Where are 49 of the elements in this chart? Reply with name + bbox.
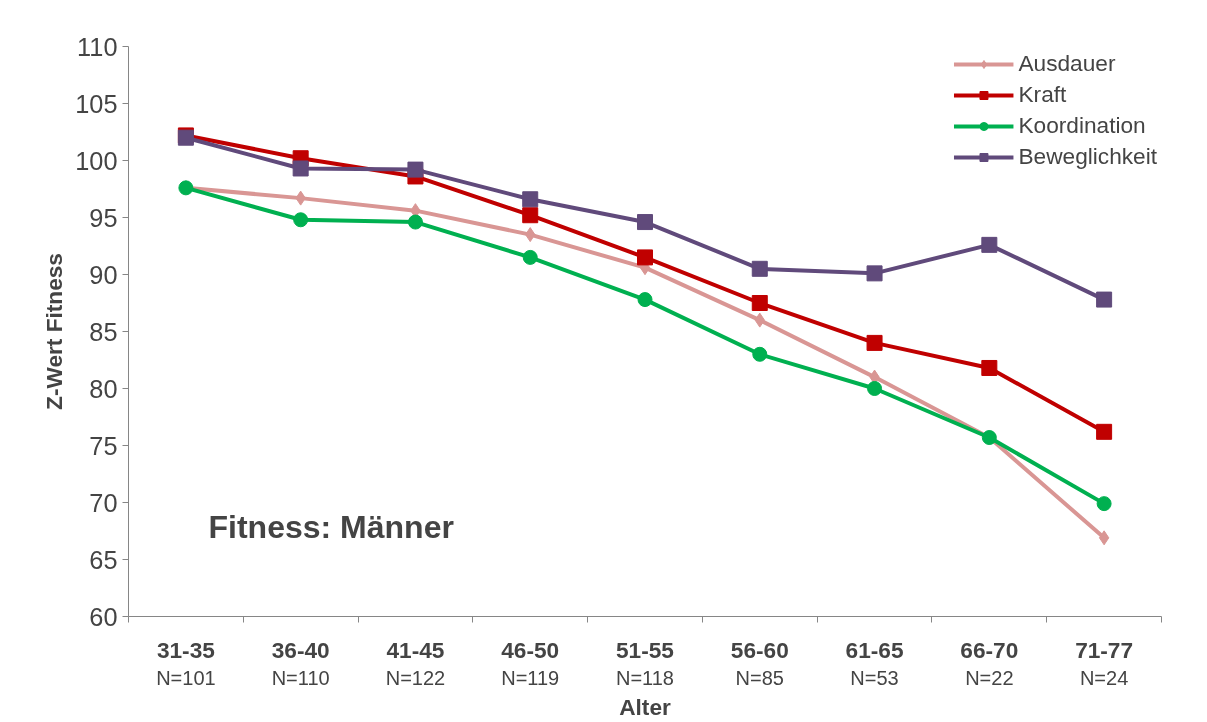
point [866, 265, 883, 282]
point [751, 295, 768, 311]
point [1096, 423, 1113, 440]
legend-label: Kraft [1018, 81, 1067, 108]
point [292, 160, 309, 177]
legend-label: Beweglichkeit [1018, 143, 1157, 170]
legend-label: Ausdauer [1018, 50, 1116, 77]
point [752, 346, 768, 362]
point [867, 381, 883, 396]
point [637, 249, 653, 266]
annotation: Fitness: Männer [208, 508, 454, 545]
y-tick-label: 105 [75, 89, 118, 118]
legend-label: Koordination [1018, 112, 1146, 139]
point [751, 260, 768, 277]
point [1096, 496, 1112, 512]
category-label: 71-77 N=24 [1075, 636, 1134, 689]
point [981, 359, 998, 376]
point [407, 214, 423, 230]
y-tick-label: 75 [89, 431, 118, 460]
point [522, 207, 539, 224]
point [981, 236, 998, 253]
category-label: 46-50 N=119 [501, 636, 560, 689]
point [1098, 530, 1110, 546]
y-tick-label: 110 [77, 32, 118, 61]
point [293, 212, 309, 228]
category-label: 51-55 N=118 [616, 636, 675, 689]
point [637, 292, 653, 308]
point [1096, 291, 1113, 308]
x-axis-title: Alter [619, 693, 671, 720]
category-label: 66-70 N=22 [960, 636, 1019, 689]
y-tick-label: 95 [89, 203, 118, 232]
y-tick-label: 65 [89, 545, 118, 574]
y-tick-label: 90 [89, 260, 118, 289]
y-tick-label: 60 [89, 602, 118, 631]
point [522, 249, 538, 265]
y-tick-label: 70 [89, 488, 118, 517]
category-label: 31-35 N=101 [156, 636, 216, 689]
category-label: 61-65 N=53 [845, 636, 904, 689]
y-axis-title: Z-Wert Fitness [41, 253, 68, 410]
category-label: 41-45 N=122 [385, 636, 446, 689]
point [637, 214, 653, 231]
category-label: 36-40 N=110 [271, 636, 330, 689]
category-label: 56-60 N=85 [730, 636, 789, 689]
y-tick-label: 100 [75, 146, 118, 175]
point [866, 334, 883, 351]
point [522, 191, 539, 208]
point [407, 161, 424, 178]
y-tick-label: 85 [89, 317, 118, 346]
y-tick-label: 80 [89, 374, 118, 403]
